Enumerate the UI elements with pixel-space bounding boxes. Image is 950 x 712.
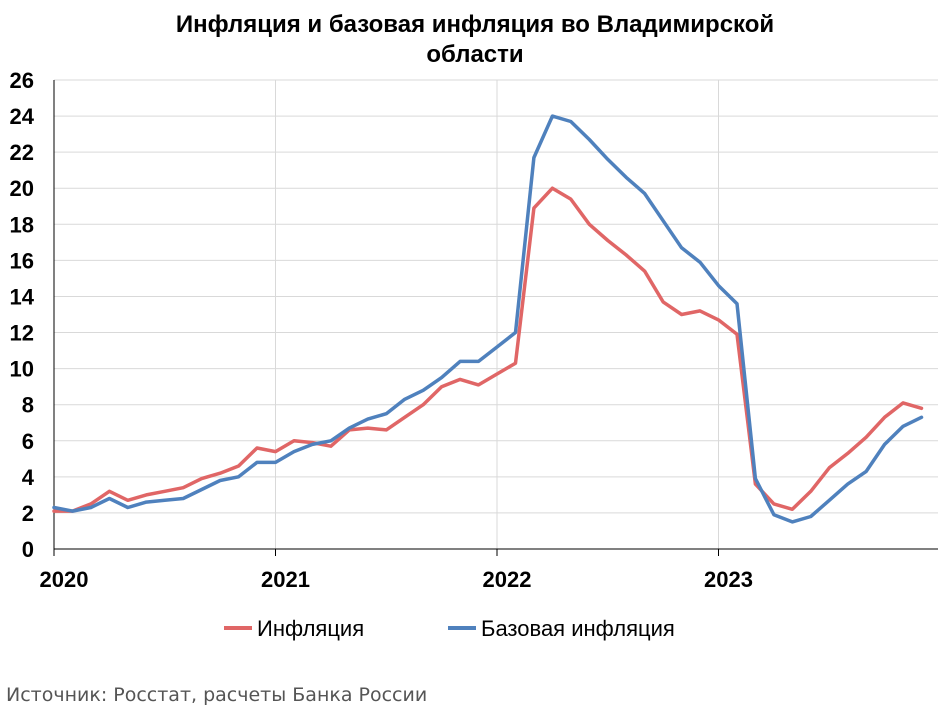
y-tick-label: 22 xyxy=(10,140,34,165)
y-tick-label: 4 xyxy=(22,465,35,490)
x-tick-label: 2022 xyxy=(483,567,532,592)
core-inflation-line xyxy=(52,114,924,524)
source-note: Источник: Росстат, расчеты Банка России xyxy=(6,684,428,706)
y-tick-label: 26 xyxy=(10,68,34,93)
x-axis-tick-labels: 2020 2021 2022 2023 xyxy=(40,567,753,592)
y-tick-label: 2 xyxy=(22,501,34,526)
y-tick-label: 0 xyxy=(22,537,34,562)
gridlines xyxy=(54,79,938,549)
legend-label-core-inflation: Базовая инфляция xyxy=(481,616,675,641)
y-tick-label: 20 xyxy=(10,176,34,201)
chart-title-line-2: области xyxy=(426,41,524,68)
y-tick-label: 8 xyxy=(22,393,34,418)
y-tick-label: 6 xyxy=(22,429,34,454)
x-tick-label: 2021 xyxy=(261,567,310,592)
y-tick-label: 12 xyxy=(10,321,34,346)
y-tick-label: 10 xyxy=(10,357,34,382)
legend-label-inflation: Инфляция xyxy=(257,616,364,641)
axes xyxy=(53,80,938,556)
inflation-line xyxy=(52,186,924,513)
y-tick-label: 16 xyxy=(10,248,34,273)
series-lines xyxy=(52,114,924,524)
chart-title-line-1: Инфляция и базовая инфляция во Владимирс… xyxy=(175,11,775,38)
y-tick-label: 18 xyxy=(10,212,34,237)
legend: Инфляция Базовая инфляция xyxy=(224,616,675,641)
x-tick-label: 2020 xyxy=(40,567,89,592)
x-tick-label: 2023 xyxy=(704,567,753,592)
y-tick-label: 24 xyxy=(10,104,35,129)
chart-title: Инфляция и базовая инфляция во Владимирс… xyxy=(0,10,950,70)
y-tick-label: 14 xyxy=(10,284,35,309)
